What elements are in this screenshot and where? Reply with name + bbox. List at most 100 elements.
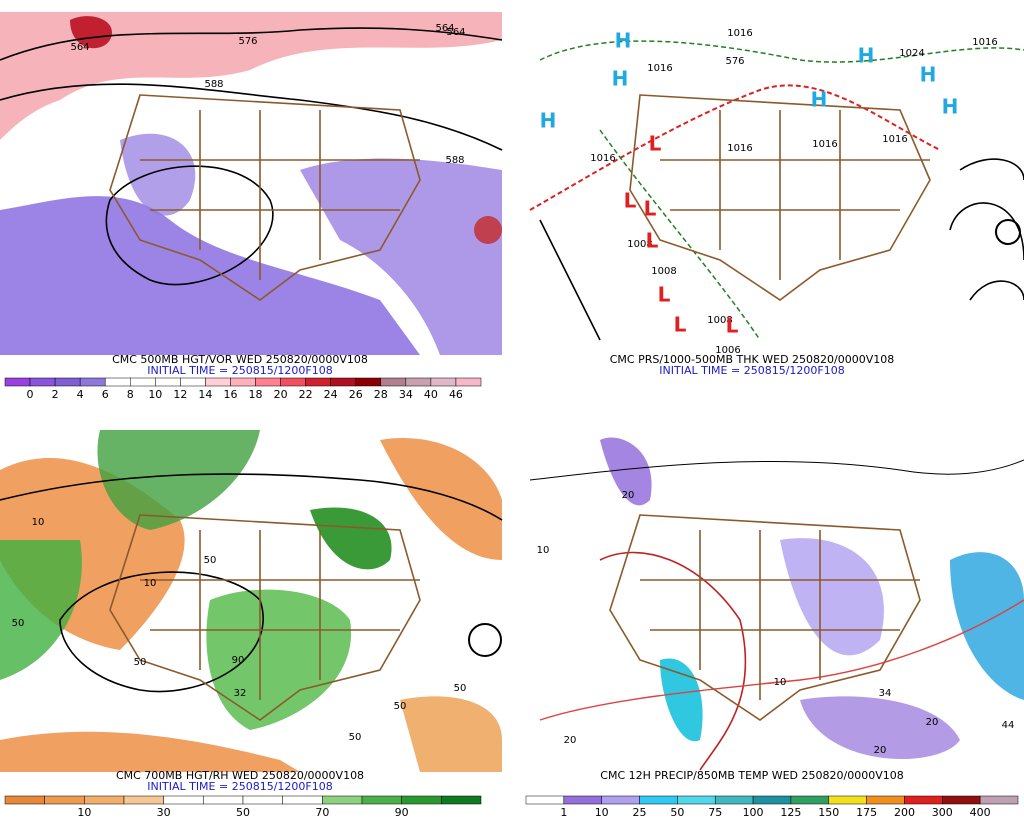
- colorbar-swatch: [828, 795, 867, 805]
- colorbar-swatch: [525, 795, 565, 805]
- colorbar-swatch: [355, 377, 382, 387]
- contour-label: 50: [394, 701, 407, 712]
- colorbar-label: 0: [27, 388, 34, 401]
- contour-label: 576: [725, 56, 744, 67]
- colorbar-swatch: [104, 377, 131, 387]
- contour-label: 1008: [707, 315, 732, 326]
- colorbar-swatch: [563, 795, 602, 805]
- contour-label: 10: [32, 517, 45, 528]
- colorbar-swatch: [4, 795, 45, 805]
- colorbar-label: 46: [449, 388, 463, 401]
- colorbar-swatch: [330, 377, 356, 387]
- colorbar-label: 4: [77, 388, 84, 401]
- colorbar-swatch: [155, 377, 181, 387]
- contour-label: 20: [874, 745, 887, 756]
- map-700mb: [0, 430, 503, 772]
- colorbar-swatch: [255, 377, 281, 387]
- map-precip: [522, 430, 1024, 772]
- pressure-center: L: [644, 197, 657, 221]
- colorbar-label: 2: [52, 388, 59, 401]
- colorbar-label: 400: [970, 806, 991, 819]
- colorbar-label: 1: [560, 806, 567, 819]
- contour-label: 50: [134, 657, 147, 668]
- colorbar-label: 24: [324, 388, 338, 401]
- colorbar-label: 14: [198, 388, 212, 401]
- contour-label: 1016: [727, 143, 752, 154]
- colorbar-label: 25: [633, 806, 647, 819]
- colorbar-label: 150: [818, 806, 839, 819]
- colorbar-label: 22: [299, 388, 313, 401]
- pressure-center: L: [624, 189, 637, 213]
- colorbar-swatch: [790, 795, 830, 805]
- panel-title: CMC 700MB HGT/RH WED 250820/0000V108: [116, 769, 364, 782]
- contour-label: 10: [774, 677, 787, 688]
- contour-label: 1016: [727, 28, 752, 39]
- contour-label: 1016: [812, 139, 837, 150]
- contour-label: 34: [879, 688, 892, 699]
- colorbar-label: 6: [102, 388, 109, 401]
- pressure-center: L: [649, 132, 662, 156]
- colorbar-swatch: [639, 795, 678, 805]
- contour-label: 588: [204, 79, 223, 90]
- contour-label: 1016: [647, 63, 672, 74]
- colorbar-label: 175: [856, 806, 877, 819]
- colorbar-label: 12: [173, 388, 187, 401]
- pressure-center: L: [674, 313, 687, 337]
- colorbar-swatch: [714, 795, 754, 805]
- contour-label: 20: [622, 490, 635, 501]
- colorbar-label: 90: [395, 806, 409, 819]
- colorbar-label: 50: [670, 806, 684, 819]
- colorbar-swatch: [205, 377, 231, 387]
- pressure-center: H: [612, 67, 629, 91]
- contour-label: 576: [238, 36, 257, 47]
- colorbar-swatch: [4, 377, 31, 387]
- contour-label: 1016: [882, 134, 907, 145]
- contour-label: 1008: [627, 239, 652, 250]
- colorbar-label: 125: [780, 806, 801, 819]
- initial-time: INITIAL TIME = 250815/1200F108: [147, 364, 332, 377]
- map-500mb: [0, 12, 503, 355]
- contour-label: 20: [926, 717, 939, 728]
- colorbar-label: 50: [236, 806, 250, 819]
- pressure-center: H: [811, 88, 828, 112]
- contour-label: 564: [435, 23, 454, 34]
- colorbar-label: 300: [932, 806, 953, 819]
- colorbar-label: 10: [148, 388, 162, 401]
- colorbar-swatch: [180, 377, 206, 387]
- contour-label: 10: [537, 545, 550, 556]
- pressure-center: L: [726, 314, 739, 338]
- colorbar-label: 10: [77, 806, 91, 819]
- colorbar-swatch: [361, 795, 402, 805]
- contour-label: 1008: [651, 266, 676, 277]
- colorbar-swatch: [441, 795, 482, 805]
- contour-label: 1016: [590, 153, 615, 164]
- pressure-center: H: [615, 29, 632, 53]
- pressure-center: L: [658, 283, 671, 307]
- colorbar-label: 10: [595, 806, 609, 819]
- pressure-center: H: [942, 95, 959, 119]
- contour-label: 10: [144, 578, 157, 589]
- initial-time: INITIAL TIME = 250815/1200F108: [659, 364, 844, 377]
- contour-label: 32: [234, 688, 247, 699]
- panel-title: CMC 12H PRECIP/850MB TEMP WED 250820/000…: [600, 769, 903, 782]
- pressure-center: L: [646, 229, 659, 253]
- contour-label: 90: [232, 655, 245, 666]
- colorbar-swatch: [979, 795, 1019, 805]
- colorbar-swatch: [230, 377, 256, 387]
- colorbar-label: 70: [315, 806, 329, 819]
- contour-label: 1016: [972, 37, 997, 48]
- colorbar-swatch: [44, 795, 85, 805]
- colorbar-swatch: [163, 795, 204, 805]
- colorbar-swatch: [305, 377, 331, 387]
- colorbar-label: 30: [157, 806, 171, 819]
- contour-label: 564: [70, 42, 89, 53]
- map-pressure: [522, 12, 1024, 355]
- colorbar-label: 200: [894, 806, 915, 819]
- initial-time: INITIAL TIME = 250815/1200F108: [147, 780, 332, 793]
- contour-label: 50: [454, 683, 467, 694]
- colorbar-swatch: [677, 795, 716, 805]
- colorbar-swatch: [752, 795, 792, 805]
- colorbar-swatch: [84, 795, 125, 805]
- colorbar-label: 20: [274, 388, 288, 401]
- colorbar-swatch: [866, 795, 905, 805]
